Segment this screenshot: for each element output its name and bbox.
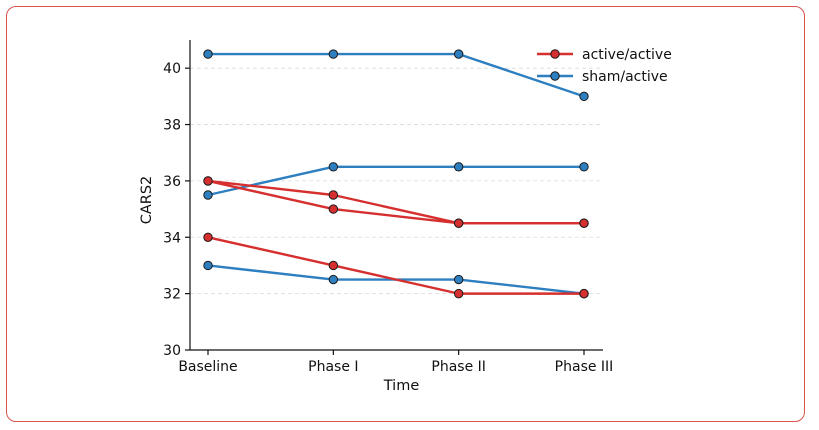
data-point bbox=[579, 288, 589, 299]
legend-marker bbox=[550, 71, 560, 81]
series-lines bbox=[203, 49, 589, 299]
data-point bbox=[328, 204, 339, 214]
data-point bbox=[579, 162, 589, 172]
data-point bbox=[453, 162, 464, 172]
data-point bbox=[203, 260, 213, 271]
y-tick-label: 30 bbox=[163, 343, 181, 359]
y-axis-title: CARS2 bbox=[139, 176, 155, 225]
data-point bbox=[203, 49, 213, 59]
data-point bbox=[579, 91, 589, 102]
y-tick-label: 32 bbox=[163, 287, 181, 303]
x-axis-title: Time bbox=[383, 378, 420, 394]
data-point bbox=[453, 288, 464, 299]
data-point bbox=[203, 190, 213, 200]
data-point bbox=[453, 274, 464, 285]
grid-lines bbox=[190, 67, 603, 295]
data-point bbox=[203, 232, 213, 242]
series-line bbox=[207, 179, 584, 225]
legend-label: sham/active bbox=[582, 69, 668, 85]
legend-marker bbox=[550, 49, 560, 59]
y-tick-label: 34 bbox=[163, 230, 181, 246]
data-point bbox=[328, 274, 339, 285]
y-tick-label: 40 bbox=[163, 61, 181, 77]
series-line bbox=[207, 165, 584, 197]
y-tick-label: 38 bbox=[163, 118, 181, 134]
data-point bbox=[579, 218, 589, 228]
data-point bbox=[328, 260, 339, 271]
tick-labels: 30 32 34 36 38 40 Baseline Phase I Phase II Phase… bbox=[163, 61, 613, 375]
x-tick-label: Baseline bbox=[178, 359, 237, 375]
data-point bbox=[328, 162, 339, 172]
axes bbox=[189, 40, 603, 351]
figure-frame bbox=[6, 6, 805, 422]
x-tick-label: Phase II bbox=[431, 359, 486, 375]
series-line bbox=[207, 236, 584, 295]
x-tick-label: Phase III bbox=[555, 359, 614, 375]
legend: active/active sham/active bbox=[537, 47, 672, 85]
data-point bbox=[328, 49, 339, 59]
legend-label: active/active bbox=[582, 47, 672, 63]
x-tick-label: Phase I bbox=[308, 359, 358, 375]
series-line bbox=[208, 52, 585, 98]
data-point bbox=[328, 190, 339, 200]
data-point bbox=[203, 176, 213, 186]
data-point bbox=[453, 49, 464, 59]
y-tick-label: 36 bbox=[163, 174, 181, 190]
data-point bbox=[453, 218, 464, 228]
